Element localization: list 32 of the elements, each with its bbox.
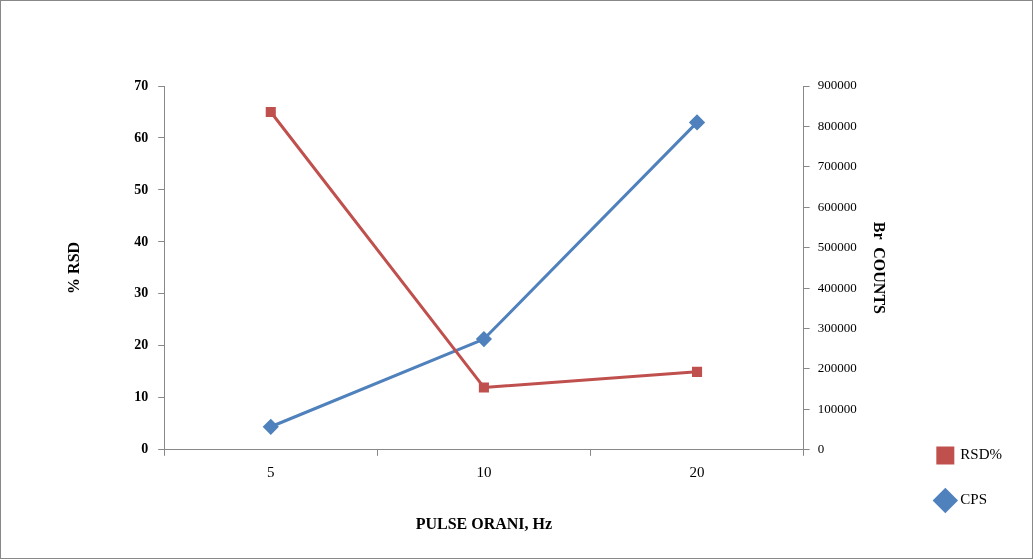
y2-tick-label: 700000 bbox=[817, 158, 857, 174]
y-tick-label: 60 bbox=[134, 129, 149, 145]
x-tick-label: 5 bbox=[267, 463, 275, 480]
y-tick-label: 50 bbox=[134, 181, 149, 197]
point bbox=[478, 382, 489, 393]
y2-tick-label: 200000 bbox=[817, 360, 857, 376]
point bbox=[476, 331, 492, 347]
x-tick-label: 20 bbox=[689, 463, 705, 480]
y-tick-label: 20 bbox=[134, 337, 149, 353]
legend-label: CPS bbox=[960, 491, 988, 508]
point bbox=[689, 114, 705, 130]
y-axis-title: % RSD bbox=[64, 241, 82, 294]
x-axis-title: PULSE ORANI, Hz bbox=[415, 514, 553, 532]
y2-tick-label: 100000 bbox=[817, 400, 857, 416]
y2-tick-label: 800000 bbox=[817, 117, 857, 133]
y-tick-label: 0 bbox=[141, 441, 149, 457]
y2-tick-label: 900000 bbox=[817, 77, 857, 93]
y2-tick-label: 300000 bbox=[817, 319, 857, 335]
y2-tick-label: 0 bbox=[817, 441, 825, 457]
point bbox=[263, 419, 279, 435]
x-tick-label: 10 bbox=[476, 463, 492, 480]
point bbox=[692, 366, 703, 377]
y2-axis-title: Br COUNTS bbox=[871, 221, 889, 315]
y-tick-label: 40 bbox=[134, 233, 149, 249]
y2-tick-label: 600000 bbox=[817, 198, 857, 214]
legend-label: RSD% bbox=[960, 446, 1003, 463]
y-tick-label: 70 bbox=[134, 77, 149, 93]
y-tick-label: 30 bbox=[134, 285, 149, 301]
point bbox=[265, 106, 276, 118]
y-tick-label: 10 bbox=[134, 389, 149, 405]
y2-tick-label: 500000 bbox=[817, 239, 857, 255]
y2-tick-label: 400000 bbox=[817, 279, 857, 295]
